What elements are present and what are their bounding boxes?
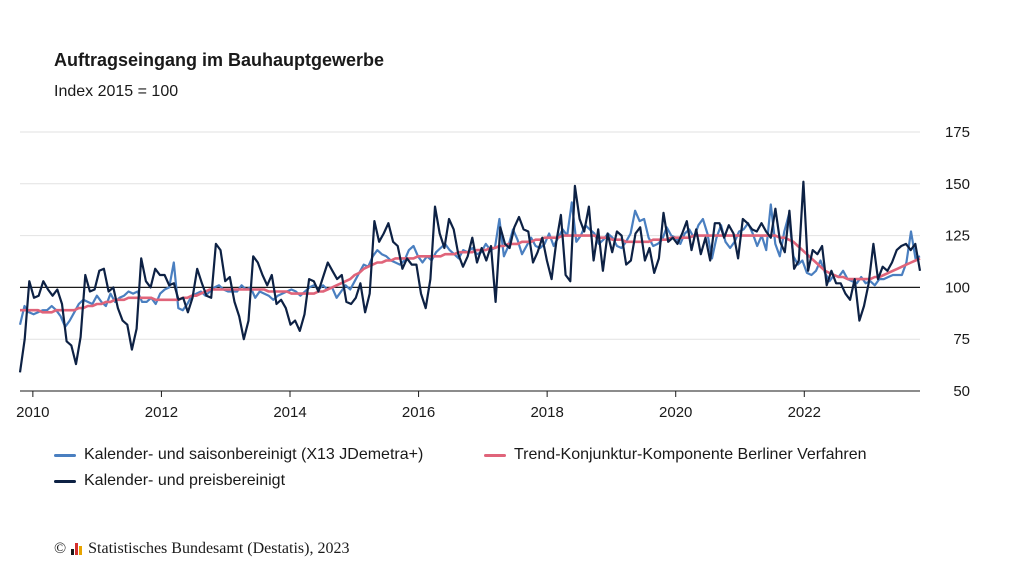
legend-swatch-preisbereinigt [54,479,76,483]
x-tick-label: 2010 [16,404,49,421]
y-tick-label: 50 [953,383,970,400]
legend-label-preisbereinigt: Kalender- und preisbereinigt [84,472,286,489]
x-tick-label: 2018 [530,404,563,421]
copyright-symbol: © [54,540,67,557]
series-line-saisonbereinigt [18,201,921,328]
x-tick-label: 2014 [273,404,306,421]
y-tick-label: 175 [945,124,970,141]
destatis-logo-icon [71,543,83,555]
legend-item-saisonbereinigt: Kalender- und saisonbereinigt (X13 JDeme… [54,446,423,464]
source-footer: © Statistisches Bundesamt (Destatis), 20… [54,540,349,558]
legend-label-trend: Trend-Konjunktur-Komponente Berliner Ver… [514,446,867,463]
x-tick-label: 2022 [788,404,821,421]
y-tick-label: 100 [945,279,970,296]
chart-subtitle: Index 2015 = 100 [54,83,179,100]
legend-swatch-saisonbereinigt [54,453,76,457]
legend-item-trend: Trend-Konjunktur-Komponente Berliner Ver… [484,446,867,464]
x-tick-label: 2020 [659,404,692,421]
series-line-preisbereinigt [18,180,922,373]
source-text: Statistisches Bundesamt (Destatis), 2023 [88,540,350,557]
legend-label-saisonbereinigt: Kalender- und saisonbereinigt (X13 JDeme… [84,446,424,463]
x-tick-label: 2016 [402,404,435,421]
legend-swatch-trend [484,453,506,457]
y-tick-label: 150 [945,176,970,193]
y-tick-label: 125 [945,228,970,245]
x-tick-label: 2012 [145,404,178,421]
y-tick-label: 75 [953,331,970,348]
legend-item-preisbereinigt: Kalender- und preisbereinigt [54,472,285,490]
chart-title: Auftragseingang im Bauhauptgewerbe [54,50,385,70]
